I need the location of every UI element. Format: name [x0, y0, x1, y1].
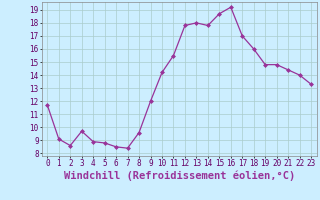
X-axis label: Windchill (Refroidissement éolien,°C): Windchill (Refroidissement éolien,°C) — [64, 171, 295, 181]
